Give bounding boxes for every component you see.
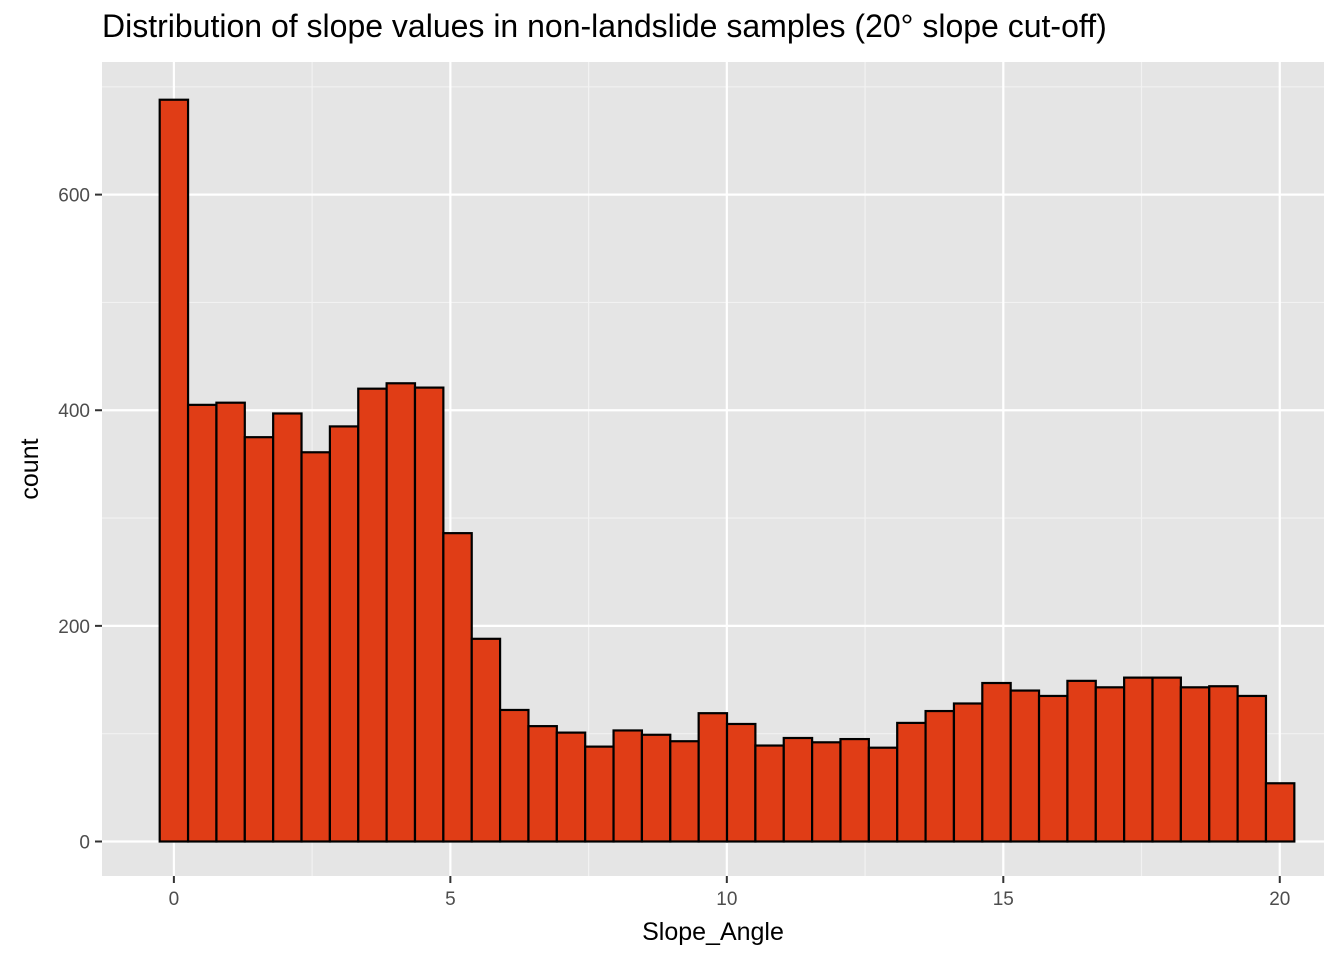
histogram-bar xyxy=(867,746,899,843)
histogram-bar xyxy=(1236,694,1268,843)
histogram-bar xyxy=(612,729,644,843)
histogram-bar xyxy=(1179,686,1211,843)
histogram-bar xyxy=(725,722,757,843)
x-axis: 0 5 10 15 20 xyxy=(169,876,1290,910)
histogram-bar xyxy=(243,436,275,843)
y-tick-label: 0 xyxy=(79,832,90,853)
histogram-bar xyxy=(385,382,417,843)
histogram-bar xyxy=(1066,679,1097,843)
bars xyxy=(158,98,1296,843)
histogram-bar xyxy=(1208,685,1239,843)
histogram-bar xyxy=(811,741,842,843)
histogram-bar xyxy=(896,721,927,843)
histogram-bar xyxy=(1123,676,1154,843)
histogram-bar xyxy=(697,712,729,843)
histogram-bar xyxy=(1264,782,1296,843)
histogram-bar xyxy=(357,387,388,843)
histogram-bar xyxy=(186,403,218,843)
x-tick-label: 5 xyxy=(445,889,456,910)
histogram-bar xyxy=(215,401,246,843)
histogram-bar xyxy=(640,733,672,843)
y-axis-title: count xyxy=(16,438,44,499)
y-tick-label: 400 xyxy=(58,401,90,422)
histogram-bar xyxy=(1037,694,1069,843)
histogram-bar xyxy=(924,709,956,843)
y-axis: 0 200 400 600 xyxy=(58,186,102,853)
histogram-bar xyxy=(584,745,615,843)
histogram-bar xyxy=(413,386,445,843)
histogram-bar xyxy=(981,681,1012,843)
histogram-bar xyxy=(442,532,473,843)
histogram-bar xyxy=(754,744,785,843)
histogram-bar xyxy=(1009,689,1041,843)
x-tick-label: 20 xyxy=(1269,889,1290,910)
x-tick-label: 15 xyxy=(993,889,1014,910)
histogram-bar xyxy=(782,736,814,843)
x-tick-label: 10 xyxy=(716,889,737,910)
histogram-bar xyxy=(1151,676,1182,843)
histogram-bar xyxy=(952,702,984,843)
histogram-bar xyxy=(1094,686,1126,843)
histogram-bar xyxy=(839,737,870,843)
histogram-bar xyxy=(272,412,303,843)
histogram-bar xyxy=(328,425,360,843)
histogram-bar xyxy=(498,708,530,843)
histogram-bar xyxy=(300,451,331,843)
y-tick-label: 200 xyxy=(58,617,90,638)
histogram-bar xyxy=(158,98,190,843)
histogram-bar xyxy=(555,731,587,843)
y-tick-label: 600 xyxy=(58,186,90,207)
x-axis-title: Slope_Angle xyxy=(642,918,784,946)
histogram-bar xyxy=(470,637,502,843)
chart-title: Distribution of slope values in non-land… xyxy=(102,8,1107,44)
histogram-bar xyxy=(527,725,558,843)
histogram-bar xyxy=(669,740,700,843)
x-tick-label: 0 xyxy=(169,889,180,910)
